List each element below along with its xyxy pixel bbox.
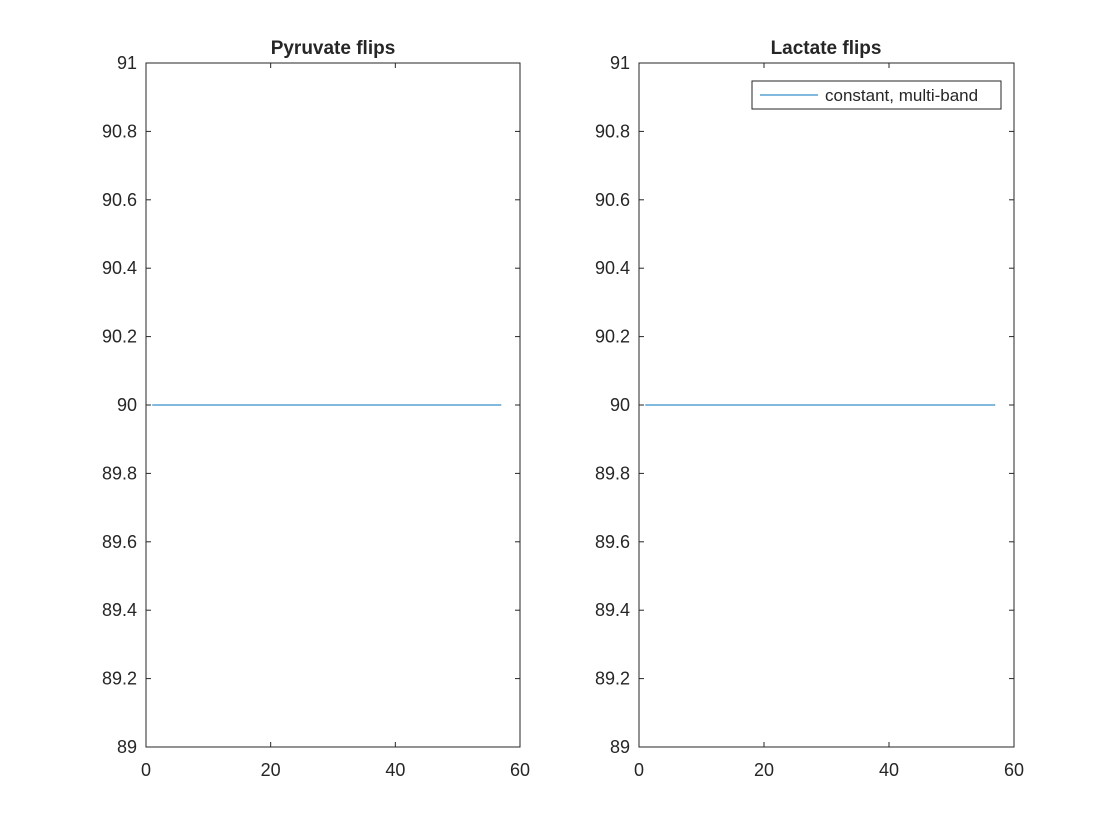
pyruvate-xtick-label: 40 [385, 760, 405, 780]
lactate-ytick-label: 90.6 [595, 190, 630, 210]
pyruvate-ytick-label: 90 [117, 395, 137, 415]
lactate-ytick-label: 89.6 [595, 532, 630, 552]
lactate-axes: Lactate flips constant, multi-band 89 89.… [595, 38, 1024, 780]
pyruvate-ytick-label: 89.6 [102, 532, 137, 552]
lactate-ytick-label: 90 [610, 395, 630, 415]
lactate-ytick-label: 90.4 [595, 258, 630, 278]
pyruvate-ytick-label: 90.4 [102, 258, 137, 278]
lactate-ytick-label: 89 [610, 737, 630, 757]
pyruvate-ytick-label: 90.6 [102, 190, 137, 210]
lactate-ytick-label: 89.2 [595, 669, 630, 689]
pyruvate-ytick-label: 90.2 [102, 327, 137, 347]
pyruvate-xtick-label: 60 [510, 760, 530, 780]
lactate-ytick-label: 89.8 [595, 463, 630, 483]
lactate-xtick-label: 60 [1004, 760, 1024, 780]
pyruvate-ytick-label: 89.8 [102, 463, 137, 483]
pyruvate-ytick-label: 89.2 [102, 669, 137, 689]
pyruvate-title: Pyruvate flips [271, 38, 396, 59]
lactate-xtick-label: 40 [879, 760, 899, 780]
lactate-ytick-label: 89.4 [595, 600, 630, 620]
pyruvate-ytick-label: 91 [117, 53, 137, 73]
lactate-xtick-label: 0 [634, 760, 644, 780]
legend-label: constant, multi-band [825, 86, 978, 105]
lactate-xtick-label: 20 [754, 760, 774, 780]
lactate-ytick-label: 90.2 [595, 327, 630, 347]
pyruvate-axes: Pyruvate flips 89 89.2 89.4 89.6 89.8 90 90.2 9… [102, 38, 530, 780]
lactate-title: Lactate flips [771, 38, 882, 59]
pyruvate-ytick-label: 90.8 [102, 121, 137, 141]
pyruvate-xtick-label: 20 [261, 760, 281, 780]
lactate-ytick-label: 90.8 [595, 121, 630, 141]
legend: constant, multi-band [751, 80, 1002, 110]
pyruvate-ytick-label: 89 [117, 737, 137, 757]
pyruvate-ytick-label: 89.4 [102, 600, 137, 620]
lactate-ytick-label: 91 [610, 53, 630, 73]
pyruvate-xtick-label: 0 [141, 760, 151, 780]
